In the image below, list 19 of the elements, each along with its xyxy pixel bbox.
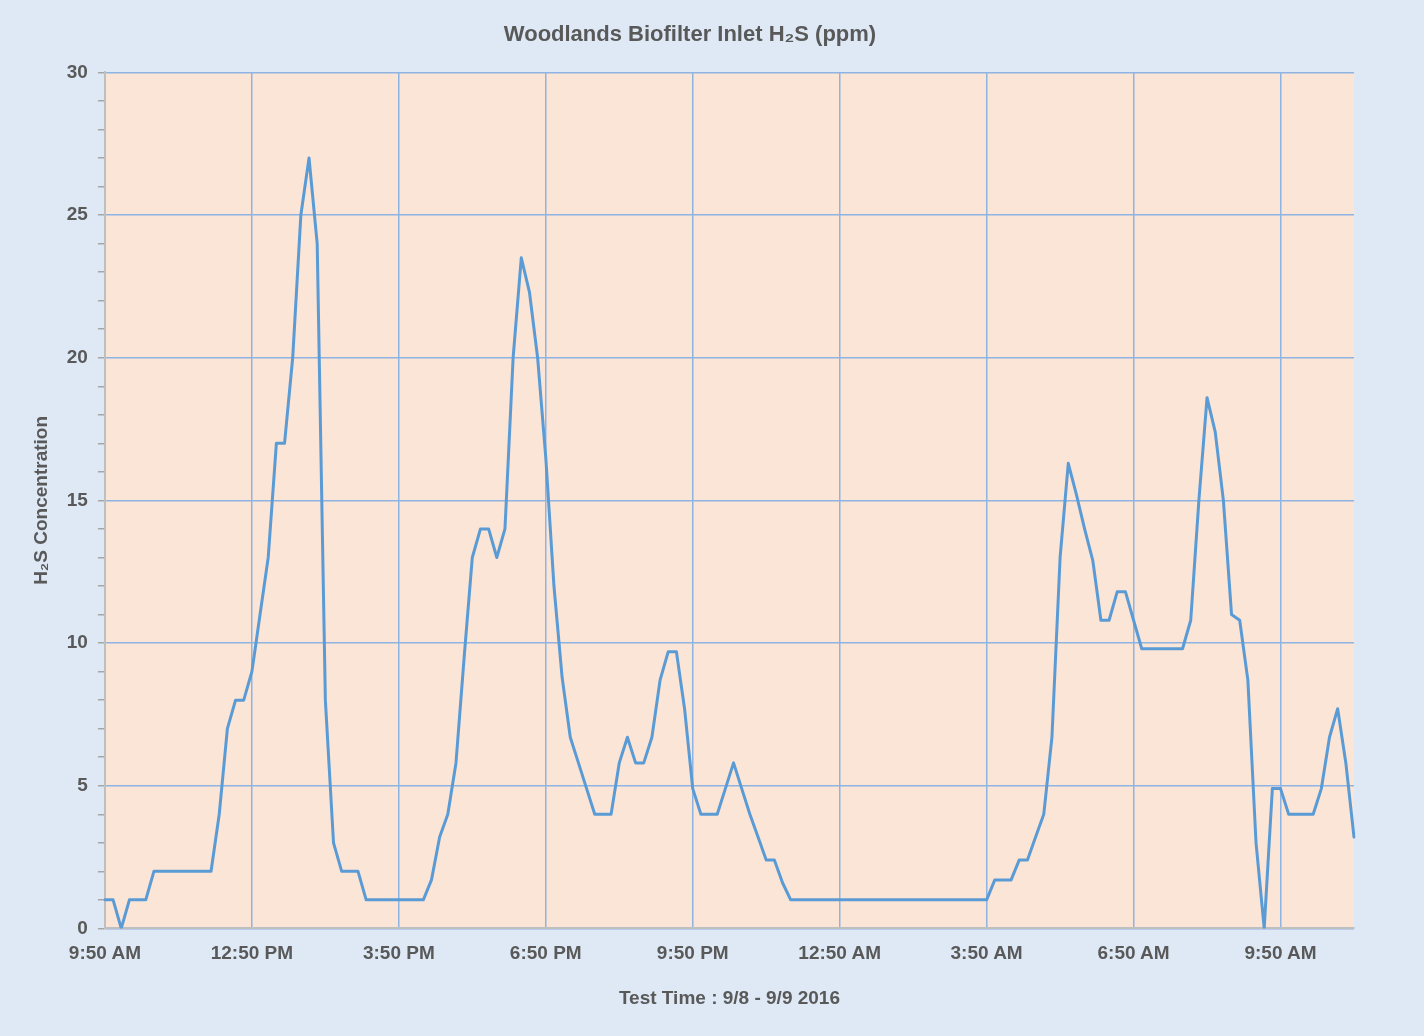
- y-tick-label: 5: [77, 773, 89, 795]
- x-tick-label: 9:50 AM: [1244, 942, 1317, 964]
- y-tick-label: 15: [66, 488, 89, 510]
- y-axis-title: H₂S Concentration: [29, 415, 51, 585]
- y-tick-label: 30: [66, 60, 88, 82]
- x-tick-label: 9:50 AM: [68, 942, 142, 964]
- chart-title: Woodlands Biofilter Inlet H₂S (ppm): [503, 21, 877, 47]
- x-tick-label: 6:50 AM: [1097, 942, 1170, 964]
- y-tick-label: 20: [66, 345, 88, 367]
- y-tick-label: 10: [66, 631, 88, 653]
- x-tick-label: 3:50 AM: [950, 942, 1023, 964]
- x-tick-label: 6:50 PM: [509, 942, 582, 964]
- x-tick-label: 9:50 PM: [656, 942, 729, 964]
- x-tick-label: 12:50 PM: [210, 942, 294, 964]
- x-axis-title: Test Time : 9/8 - 9/9 2016: [618, 986, 841, 1008]
- x-tick-label: 12:50 AM: [798, 942, 882, 964]
- y-tick-label: 25: [66, 203, 89, 225]
- x-tick-label: 3:50 PM: [362, 942, 435, 964]
- y-tick-label: 0: [77, 916, 88, 938]
